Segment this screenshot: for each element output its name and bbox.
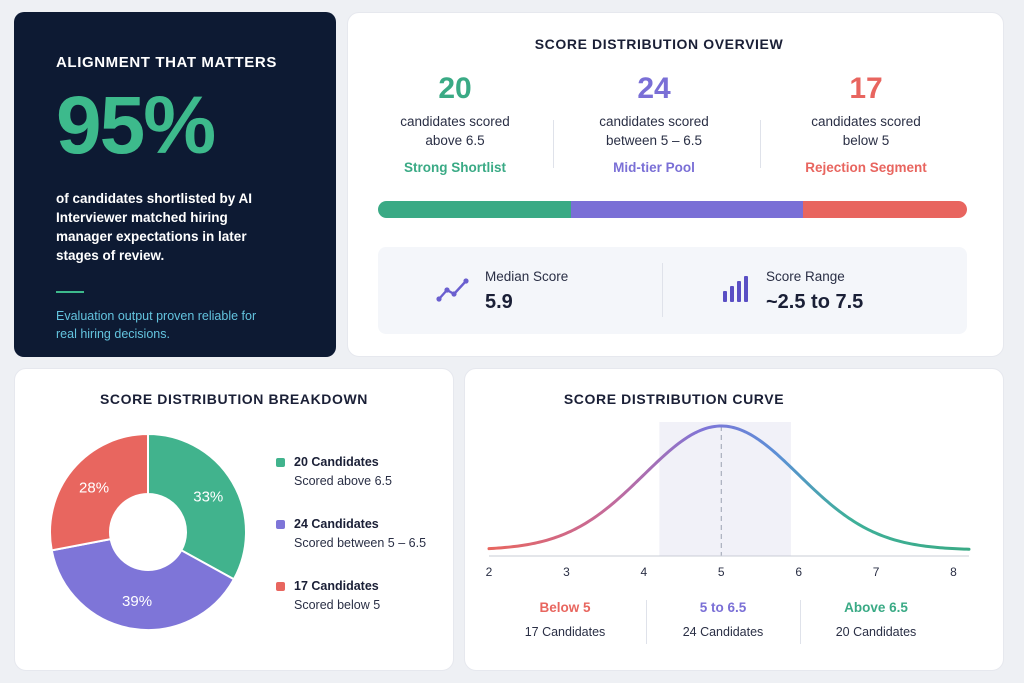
legend-swatch xyxy=(276,458,285,467)
range-value: ~2.5 to 7.5 xyxy=(766,291,864,313)
x-tick-label: 8 xyxy=(950,565,957,579)
alignment-note: Evaluation output proven reliable for re… xyxy=(56,308,257,341)
x-tick-label: 4 xyxy=(640,565,647,579)
x-tick-label: 2 xyxy=(486,565,493,579)
legend-swatch xyxy=(276,520,285,529)
stat-segment: Rejection Segment xyxy=(805,160,927,175)
legend-sub: Scored above 6.5 xyxy=(294,474,392,488)
legend-swatch xyxy=(276,582,285,591)
zone-mid: 5 to 6.5 24 Candidates xyxy=(648,600,798,639)
stat-label-line2: between 5 – 6.5 xyxy=(605,133,703,148)
legend-sub: Scored between 5 – 6.5 xyxy=(294,536,427,550)
stat-count: 17 xyxy=(849,72,883,105)
alignment-card: ALIGNMENT THAT MATTERS 95% of candidates… xyxy=(14,12,336,357)
bar-chart-icon xyxy=(723,276,748,302)
zone-label: 5 to 6.5 xyxy=(699,600,747,615)
slice-label: 28% xyxy=(79,479,109,496)
zone-above: Above 6.5 20 Candidates xyxy=(801,600,951,639)
stat-count: 20 xyxy=(438,72,472,105)
zone-count: 20 Candidates xyxy=(835,625,917,639)
stat-segment: Mid-tier Pool xyxy=(613,160,695,175)
legend-sub: Scored below 5 xyxy=(294,598,381,612)
metric-divider xyxy=(662,263,663,317)
overview-title: SCORE DISTRIBUTION OVERVIEW xyxy=(534,36,784,52)
stat-label-line1: candidates scored xyxy=(400,114,510,129)
stat-rejection: 17 candidates scored below 5 Rejection S… xyxy=(786,72,946,175)
bar-segment xyxy=(571,201,803,218)
stat-divider xyxy=(553,120,554,168)
legend-title: 17 Candidates xyxy=(294,579,379,593)
zone-label: Above 6.5 xyxy=(844,600,908,615)
median-label: Median Score xyxy=(485,269,569,284)
metrics-panel: Median Score 5.9 Score Range ~2.5 to 7.5 xyxy=(378,247,967,334)
legend-title: 20 Candidates xyxy=(294,455,379,469)
slice-label: 39% xyxy=(122,593,152,610)
bar-segment xyxy=(378,201,572,218)
legend-title: 24 Candidates xyxy=(294,517,379,531)
zone-below: Below 5 17 Candidates xyxy=(490,600,640,639)
stat-segment: Strong Shortlist xyxy=(404,160,506,175)
alignment-percent: 95% xyxy=(56,80,216,171)
zone-count: 17 Candidates xyxy=(524,625,606,639)
trend-line-icon xyxy=(436,278,469,302)
stat-strong: 20 candidates scored above 6.5 Strong Sh… xyxy=(375,72,535,175)
stat-label-line2: below 5 xyxy=(842,133,890,148)
highlight-band xyxy=(659,422,791,556)
x-tick-label: 5 xyxy=(718,565,725,579)
curve-title: SCORE DISTRIBUTION CURVE xyxy=(563,391,785,407)
stat-label-line1: candidates scored xyxy=(811,114,921,129)
bar-segment xyxy=(802,201,967,218)
slice-label: 33% xyxy=(193,488,223,505)
donut-slice xyxy=(49,432,149,552)
accent-divider xyxy=(56,291,84,293)
zone-divider xyxy=(646,600,647,644)
range-label: Score Range xyxy=(766,269,845,284)
zone-count: 24 Candidates xyxy=(682,625,764,639)
median-value: 5.9 xyxy=(485,291,513,313)
x-tick-label: 6 xyxy=(795,565,802,579)
x-tick-label: 7 xyxy=(873,565,880,579)
x-tick-label: 3 xyxy=(563,565,570,579)
stat-count: 24 xyxy=(637,72,671,105)
alignment-heading: ALIGNMENT THAT MATTERS xyxy=(56,54,277,71)
distribution-curve-chart: 2 3 4 5 6 7 8 xyxy=(486,422,971,579)
donut-slice xyxy=(50,537,236,631)
breakdown-title: SCORE DISTRIBUTION BREAKDOWN xyxy=(99,391,369,407)
stat-label-line2: above 6.5 xyxy=(425,133,485,148)
alignment-description: of candidates shortlisted by AI Intervie… xyxy=(56,191,253,263)
donut-slice xyxy=(147,432,247,581)
zone-divider xyxy=(800,600,801,644)
stat-mid: 24 candidates scored between 5 – 6.5 Mid… xyxy=(574,72,734,175)
donut-chart: 33% 39% 28% xyxy=(49,432,247,631)
zone-label: Below 5 xyxy=(539,600,591,615)
stacked-distribution-bar xyxy=(378,201,967,218)
distribution-line xyxy=(487,424,971,551)
stat-label-line1: candidates scored xyxy=(599,114,709,129)
stat-divider xyxy=(760,120,761,168)
